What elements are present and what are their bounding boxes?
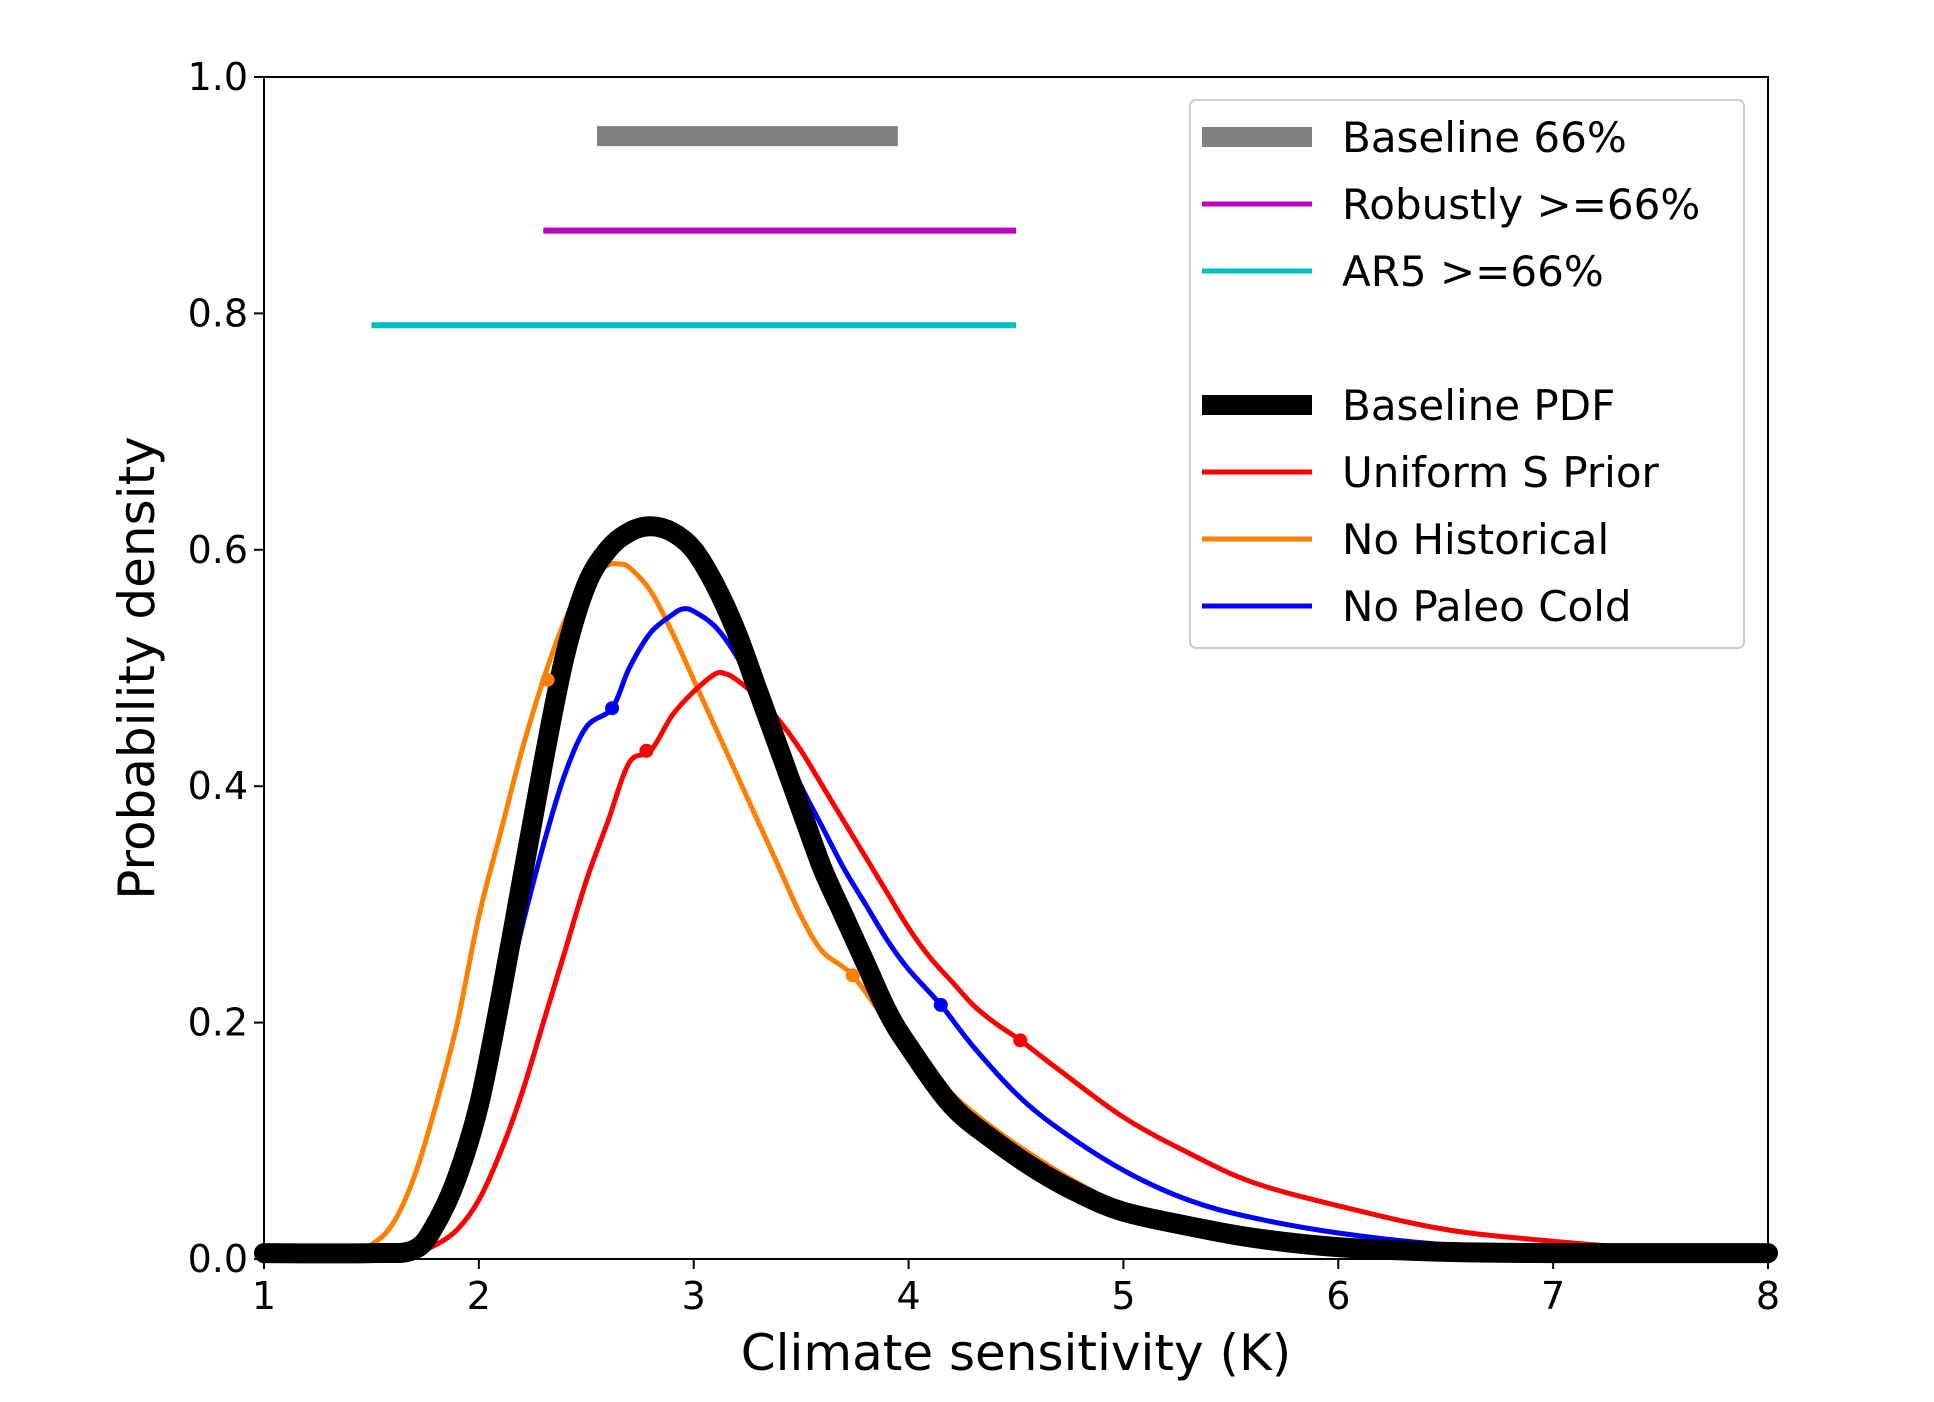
x-tick-label: 1: [252, 1274, 276, 1318]
legend-label-no-historical: No Historical: [1342, 515, 1609, 564]
curve-markers: [540, 672, 1028, 1048]
y-tick-label: 0.4: [188, 764, 248, 808]
x-tick-label: 6: [1326, 1274, 1350, 1318]
curve-uniform-s-prior: [261, 669, 1771, 1256]
curves: [254, 516, 1778, 1264]
marker-no-historical: [845, 968, 860, 983]
legend-label-uniform-s-prior: Uniform S Prior: [1342, 448, 1660, 497]
y-tick-label: 0.2: [188, 1001, 248, 1045]
y-axis-title: Probability density: [108, 436, 166, 900]
y-tick-label: 0.0: [188, 1237, 248, 1281]
marker-no-historical: [540, 672, 555, 687]
x-tick-label: 7: [1541, 1274, 1565, 1318]
y-tick-label: 1.0: [188, 55, 248, 99]
x-tick-label: 5: [1111, 1274, 1135, 1318]
curve-baseline-pdf: [254, 516, 1778, 1264]
x-axis-title: Climate sensitivity (K): [741, 1324, 1292, 1382]
y-tick-label: 0.8: [188, 291, 248, 335]
y-axis: 0.0 0.2 0.4 0.6 0.8 1.0: [188, 55, 264, 1281]
y-tick-label: 0.6: [188, 528, 248, 572]
legend-label-baseline-pdf: Baseline PDF: [1342, 381, 1615, 430]
legend: Baseline 66% Robustly >=66% AR5 >=66% Basel…: [1189, 99, 1745, 649]
legend-frame: [1189, 99, 1745, 649]
legend-label-baseline-66: Baseline 66%: [1342, 113, 1627, 162]
x-tick-label: 2: [467, 1274, 491, 1318]
range-bars: [371, 126, 1016, 329]
marker-uniform-s-prior: [1013, 1033, 1028, 1048]
legend-label-ar5-66: AR5 >=66%: [1342, 247, 1604, 296]
marker-uniform-s-prior: [639, 743, 654, 758]
legend-label-no-paleo-cold: No Paleo Cold: [1342, 582, 1632, 631]
x-axis: 1 2 3 4 5 6 7 8: [252, 1259, 1780, 1318]
legend-label-robustly-66: Robustly >=66%: [1342, 180, 1700, 229]
marker-no-paleo-cold: [933, 997, 948, 1012]
x-tick-label: 3: [682, 1274, 706, 1318]
x-tick-label: 4: [896, 1274, 920, 1318]
marker-no-paleo-cold: [605, 701, 620, 716]
x-tick-label: 8: [1756, 1274, 1780, 1318]
